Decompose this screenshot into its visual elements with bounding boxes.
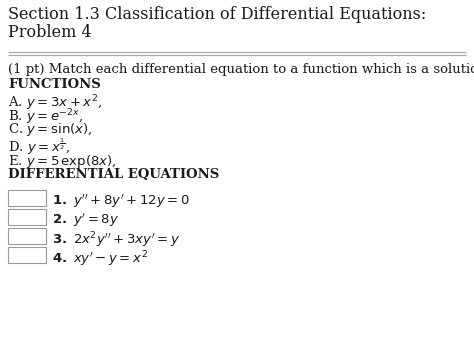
Text: DIFFERENTIAL EQUATIONS: DIFFERENTIAL EQUATIONS xyxy=(8,168,219,181)
Text: C. $y = \sin(x)$,: C. $y = \sin(x)$, xyxy=(8,121,93,138)
FancyBboxPatch shape xyxy=(8,228,46,244)
Text: A. $y = 3x + x^2$,: A. $y = 3x + x^2$, xyxy=(8,93,102,113)
Text: D. $y = x^{\frac{1}{2}}$,: D. $y = x^{\frac{1}{2}}$, xyxy=(8,137,70,157)
Text: E. $y = 5\,\mathrm{exp}(8x)$,: E. $y = 5\,\mathrm{exp}(8x)$, xyxy=(8,153,117,170)
FancyBboxPatch shape xyxy=(8,190,46,206)
Text: Section 1.3 Classification of Differential Equations:: Section 1.3 Classification of Differenti… xyxy=(8,6,426,23)
Text: (1 pt) Match each differential equation to a function which is a solution.: (1 pt) Match each differential equation … xyxy=(8,63,474,76)
Text: $\mathbf{2.}\ y' = 8y$: $\mathbf{2.}\ y' = 8y$ xyxy=(52,211,119,228)
Text: Problem 4: Problem 4 xyxy=(8,24,91,41)
Text: $\mathbf{3.}\ 2x^2y'' + 3xy' = y$: $\mathbf{3.}\ 2x^2y'' + 3xy' = y$ xyxy=(52,230,180,250)
Text: FUNCTIONS: FUNCTIONS xyxy=(8,78,101,91)
Text: B. $y = e^{-2x}$,: B. $y = e^{-2x}$, xyxy=(8,107,83,127)
Text: $\mathbf{4.}\ xy' - y = x^2$: $\mathbf{4.}\ xy' - y = x^2$ xyxy=(52,249,148,269)
FancyBboxPatch shape xyxy=(8,209,46,225)
Text: $\mathbf{1.}\ y'' + 8y' + 12y = 0$: $\mathbf{1.}\ y'' + 8y' + 12y = 0$ xyxy=(52,192,190,209)
FancyBboxPatch shape xyxy=(8,247,46,263)
